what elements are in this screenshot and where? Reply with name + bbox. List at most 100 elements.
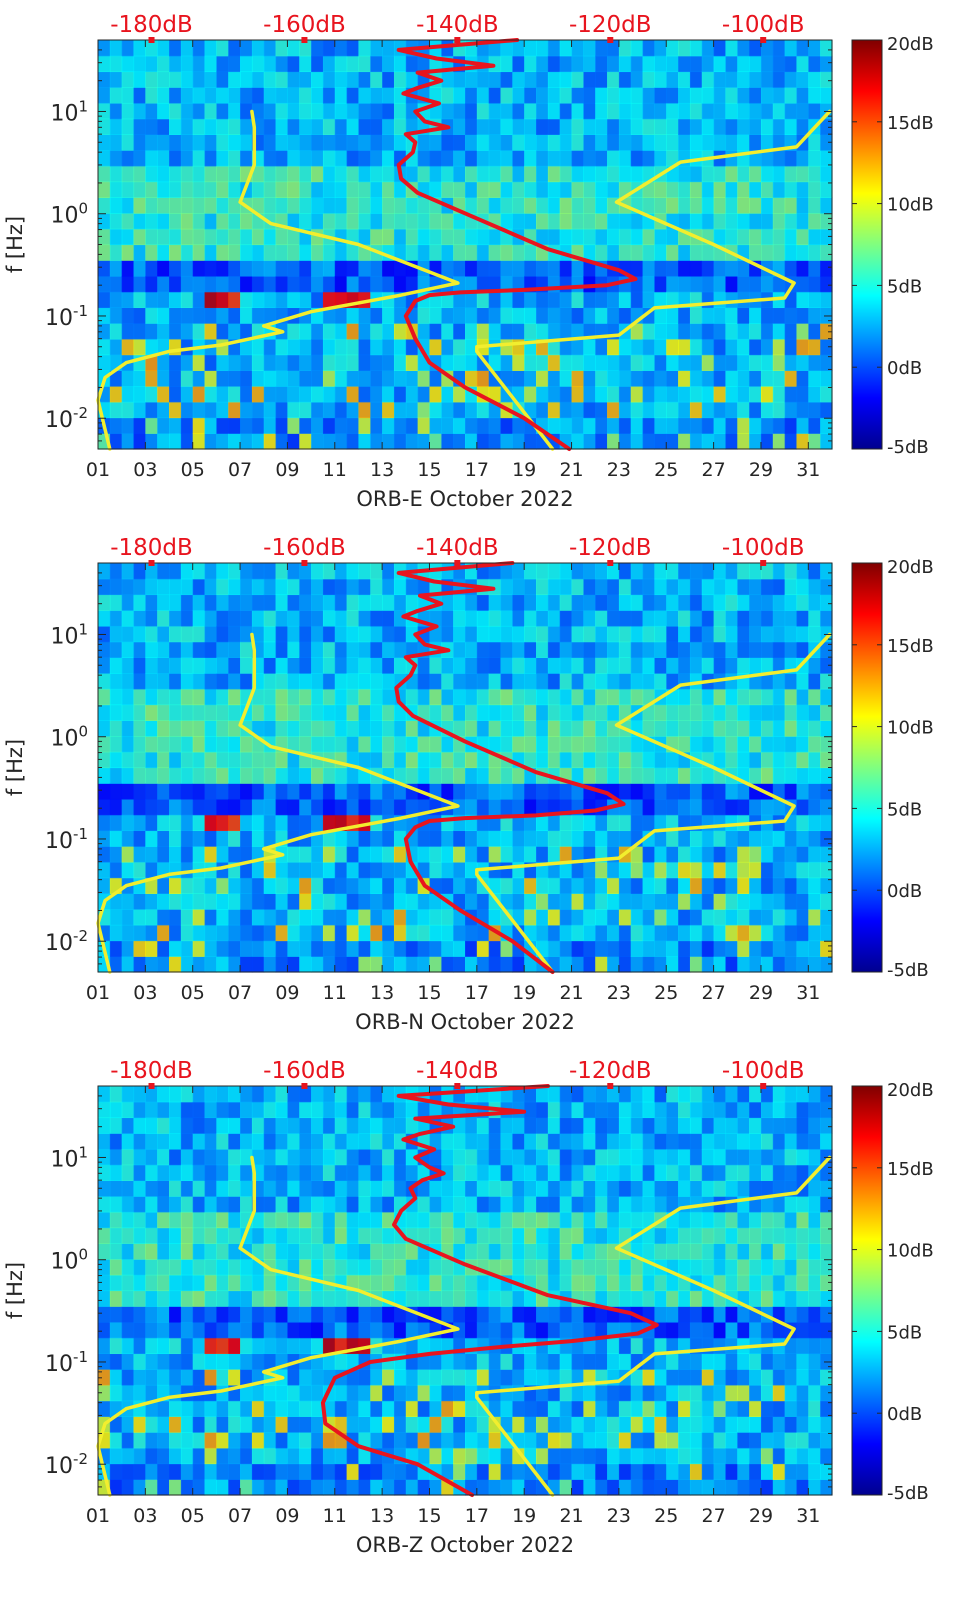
spectrogram-cell xyxy=(571,673,584,690)
spectrogram-cell xyxy=(299,610,312,627)
spectrogram-cell xyxy=(725,940,738,957)
spectrogram-cell xyxy=(654,87,667,104)
spectrogram-cell xyxy=(393,1369,407,1386)
spectrogram-cell xyxy=(109,1227,123,1244)
spectrogram-cell xyxy=(157,893,170,910)
spectrogram-cell xyxy=(536,150,549,167)
spectrogram-cell xyxy=(228,260,241,277)
spectrogram-cell xyxy=(618,213,632,230)
spectrogram-cell xyxy=(382,1274,395,1292)
spectrogram-cell xyxy=(441,102,454,120)
spectrogram-cell xyxy=(654,1447,667,1465)
spectrogram-cell xyxy=(630,55,644,73)
spectrogram-cell xyxy=(311,338,324,356)
spectrogram-cell xyxy=(287,181,300,198)
spectrogram-cell xyxy=(488,102,502,120)
spectrogram-cell xyxy=(476,433,490,450)
spectrogram-cell xyxy=(98,354,111,371)
spectrogram-cell xyxy=(725,1353,738,1370)
spectrogram-cell xyxy=(311,563,324,580)
noise-model-high-line xyxy=(475,109,832,451)
spectrogram-cell xyxy=(701,1086,715,1103)
spectrogram-cell xyxy=(405,720,419,737)
spectrogram-cell xyxy=(571,213,584,230)
spectrogram-cell xyxy=(808,386,821,403)
spectrogram-cell xyxy=(725,924,738,942)
spectrogram-cell xyxy=(595,1400,608,1417)
spectrogram-cell xyxy=(725,1117,738,1134)
spectrogram-cell xyxy=(642,228,656,246)
spectrogram-cell xyxy=(228,625,241,643)
spectrogram-cell xyxy=(547,673,561,690)
spectrogram-cell xyxy=(713,323,727,340)
spectrogram-cell xyxy=(512,1400,525,1417)
spectrogram-cell xyxy=(630,814,644,832)
spectrogram-cell xyxy=(263,1227,277,1244)
spectrogram-cell xyxy=(299,563,312,580)
spectrogram-cell xyxy=(405,1164,419,1181)
spectrogram-cell xyxy=(157,956,170,973)
spectrogram-cell xyxy=(642,417,656,434)
spectrogram-cell xyxy=(393,610,407,627)
spectrogram-cell xyxy=(346,1211,360,1229)
spectrogram-cell xyxy=(725,260,738,277)
y-tick-label: 100 xyxy=(50,200,88,229)
spectrogram-cell xyxy=(476,1479,490,1496)
x-tick-label: 23 xyxy=(607,459,631,481)
spectrogram-cell xyxy=(98,657,111,674)
spectrogram-cell xyxy=(346,657,360,674)
spectrogram-cell xyxy=(784,370,798,387)
spectrogram-cell xyxy=(417,150,431,167)
spectrogram-cell xyxy=(121,260,135,277)
spectrogram-cell xyxy=(169,751,182,769)
spectrogram-cell xyxy=(121,1290,135,1307)
spectrogram-cell xyxy=(453,338,466,356)
spectrogram-cell xyxy=(476,1133,490,1150)
spectrogram-cell xyxy=(358,594,371,611)
spectrogram-cell xyxy=(287,1196,300,1213)
spectrogram-cell xyxy=(299,1369,312,1386)
spectrogram-cell xyxy=(737,578,750,596)
spectrogram-cell xyxy=(547,1259,561,1276)
spectrogram-cell xyxy=(737,323,750,340)
spectrogram-cell xyxy=(145,798,158,816)
spectrogram-cell xyxy=(595,1196,608,1213)
spectrogram-cell xyxy=(169,1148,182,1166)
spectrogram-cell xyxy=(98,798,111,816)
spectrogram-cell xyxy=(192,1306,206,1323)
spectrogram-cell xyxy=(393,417,407,434)
spectrogram-cell xyxy=(429,1479,442,1496)
spectrogram-cell xyxy=(500,102,513,120)
spectrogram-cell xyxy=(417,1180,431,1197)
spectrogram-cell xyxy=(275,956,289,973)
spectrogram-cell xyxy=(465,1148,478,1166)
spectrogram-cell xyxy=(133,102,146,120)
spectrogram-cell xyxy=(429,704,442,721)
spectrogram-cell xyxy=(263,1101,277,1119)
spectrogram-cell xyxy=(465,1384,478,1402)
spectrogram-cell xyxy=(228,641,241,658)
spectrogram-cell xyxy=(488,134,502,151)
spectrogram-cell xyxy=(654,181,667,198)
spectrogram-cell xyxy=(713,798,727,816)
spectrogram-cell xyxy=(500,893,513,910)
spectrogram-cell xyxy=(654,150,667,167)
x-tick-label: 05 xyxy=(181,459,205,481)
spectrogram-cell xyxy=(701,118,715,135)
spectrogram-cell xyxy=(749,830,762,847)
spectrogram-cell xyxy=(760,55,774,73)
spectrogram-cell xyxy=(618,767,632,784)
spectrogram-cell xyxy=(465,1117,478,1134)
spectrogram-cell xyxy=(98,563,111,580)
spectrogram-cell xyxy=(595,1259,608,1276)
spectrogram-cell xyxy=(666,798,679,816)
spectrogram-cell xyxy=(666,830,679,847)
spectrogram-cell xyxy=(346,401,360,419)
spectrogram-cell xyxy=(322,1306,336,1323)
spectrogram-cell xyxy=(630,244,644,261)
spectrogram-cell xyxy=(453,71,466,88)
spectrogram-cell xyxy=(169,563,182,580)
spectrogram-cell xyxy=(251,1306,265,1323)
spectrogram-cell xyxy=(192,323,206,340)
spectrogram-cell xyxy=(689,688,703,706)
